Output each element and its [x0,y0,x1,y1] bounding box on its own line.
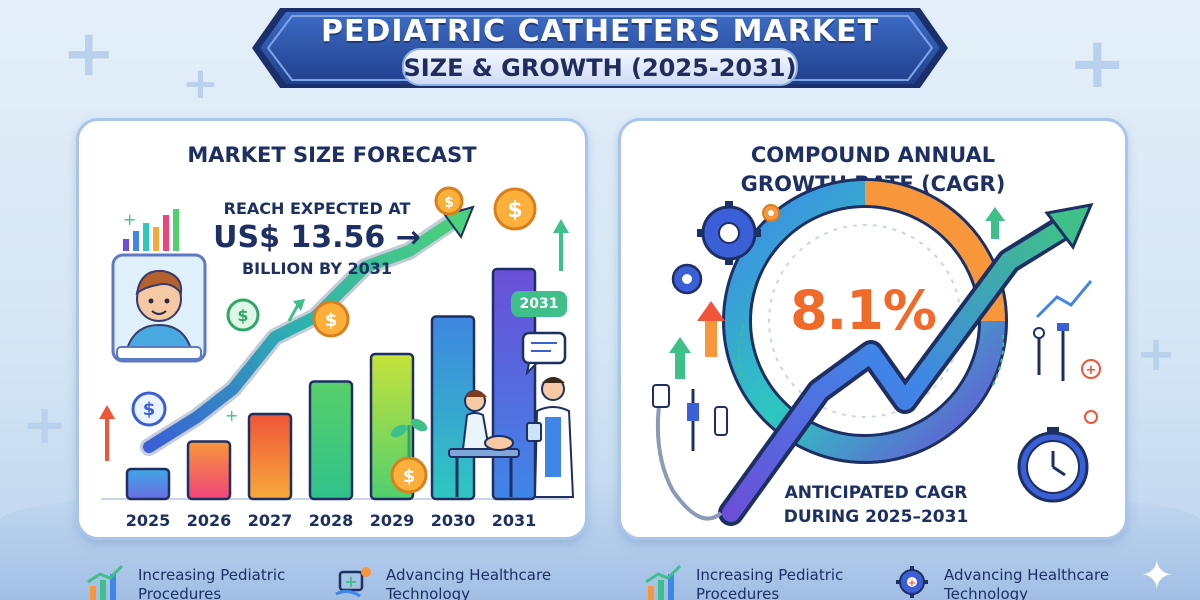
healthcare-tech-icon: + [335,567,371,598]
medical-tools-icon: + [1033,323,1101,424]
cagr-growth-arrow [722,218,1074,522]
background-cross-icon: + [1068,22,1127,104]
year-badge: 2031 [511,291,567,317]
growth-chart-icon [87,564,124,600]
background-cross-icon: + [62,17,116,91]
svg-text:+: + [1086,363,1097,378]
sparkle-icon: ✦ [1140,553,1174,599]
gear-icon [671,263,703,295]
dollar-coin-icon: $ [131,391,167,427]
background-cross-icon: + [1136,326,1177,382]
page-title: PEDIATRIC CATHETERS MARKET [320,14,880,49]
forecast-bar-2027 [247,412,293,501]
dollar-coin-icon: $ [226,298,260,332]
forecast-callout: REACH EXPECTED AT US$ 13.56 → BILLION BY… [207,199,427,278]
chat-bubble-icon [521,331,567,377]
cagr-caption-line2: DURING 2025–2031 [783,507,969,527]
year-label: 2027 [247,511,293,530]
cagr-heading-line1: COMPOUND ANNUAL [750,143,996,167]
sparkle-icon: + [123,210,136,229]
footer-text-line2: Procedures [138,585,222,600]
forecast-bar-2028 [308,380,354,501]
background-cross-icon: + [22,393,68,456]
footer-text-line2: Technology [944,585,1029,600]
dollar-coin-icon: $ [390,456,428,494]
cagr-panel: COMPOUND ANNUAL GROWTH RATE (CAGR) [618,118,1128,540]
up-arrow-icon [669,337,691,379]
sparkle-icon: + [225,406,238,425]
market-size-illustration: $ $ $ $ $ $ [99,186,575,501]
year-label: 2025 [125,511,171,530]
gear-tech-icon: + [896,566,928,598]
plant-icon [390,418,428,457]
up-arrow-icon [553,219,569,271]
gear-icon [762,204,780,222]
footer-text-line2: Technology [386,585,471,600]
market-size-heading: MARKET SIZE FORECAST [187,143,477,167]
growth-arrow [143,213,463,453]
title-banner: PEDIATRIC CATHETERS MARKET SIZE & GROWTH… [250,4,950,100]
year-label: 2030 [430,511,476,530]
page-subtitle: SIZE & GROWTH (2025-2031) [403,54,797,82]
clock-icon [1017,427,1089,503]
up-arrow-icon [697,301,725,357]
footer-text-line1: Increasing Pediatric [138,566,286,584]
up-arrow-icon [99,405,115,461]
cagr-caption: ANTICIPATED CAGR DURING 2025–2031 [721,481,1031,529]
footer-text-line1: Increasing Pediatric [696,566,844,584]
svg-text:$: $ [403,466,416,487]
arrow-head [1044,203,1094,250]
year-label: 2031 [491,511,537,530]
dollar-coin-icon: $ [493,187,537,231]
forecast-bar-2026 [186,440,232,501]
forecast-bar-2025 [125,467,171,501]
svg-text:+: + [344,572,357,591]
up-arrow-icon [287,299,305,322]
nurse-icon [448,390,520,497]
svg-text:$: $ [325,310,338,331]
background-cross-icon: + [182,58,219,109]
footer-text-line1: Advancing Healthcare [386,566,552,584]
child-patient-icon [111,253,207,363]
dollar-coin-icon: $ [434,186,464,216]
subtitle-plate [402,48,798,86]
up-arrow-icon [985,207,1005,239]
footer-text-line1: Advancing Healthcare [944,566,1110,584]
year-label: 2026 [186,511,232,530]
cagr-value: 8.1% [790,279,937,342]
svg-text:$: $ [143,399,156,420]
cagr-caption-line1: ANTICIPATED CAGR [784,483,968,503]
market-size-panel: MARKET SIZE FORECAST [76,118,588,540]
trend-line-icon [1035,280,1093,319]
svg-text:+: + [908,578,916,589]
mini-bar-chart-icon [123,209,179,251]
forecast-value: US$ 13.56 → [213,220,421,255]
footer-text-line2: Procedures [696,585,780,600]
growth-chart-icon [645,564,682,600]
year-label: 2029 [369,511,415,530]
catheter-icon [652,384,728,521]
cagr-illustration: + [652,178,1101,526]
svg-text:$: $ [507,198,522,223]
dollar-coin-icon: $ [312,300,350,338]
year-label: 2028 [308,511,354,530]
forecast-line1: REACH EXPECTED AT [223,199,411,218]
forecast-line3: BILLION BY 2031 [241,259,393,278]
svg-text:$: $ [444,195,454,211]
svg-text:$: $ [237,306,248,325]
doctor-icon [526,377,575,498]
gear-icon [697,201,761,265]
